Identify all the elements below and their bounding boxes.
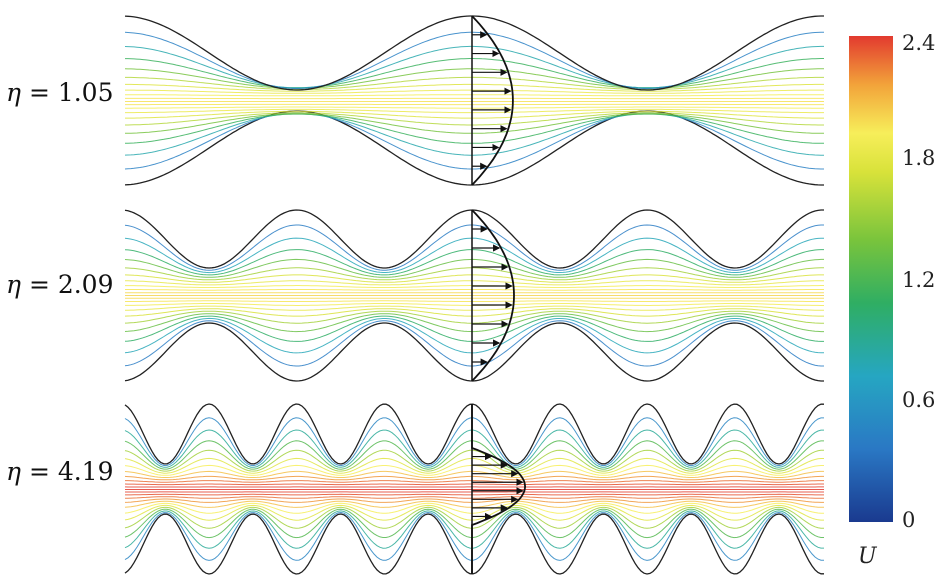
wall-top <box>124 15 824 91</box>
streamline <box>124 112 824 170</box>
streamline <box>124 310 824 324</box>
colorbar-label: U <box>858 544 877 569</box>
streamline <box>124 267 824 281</box>
wall-bottom <box>124 322 824 382</box>
streamline <box>124 508 824 539</box>
streamline <box>124 317 824 354</box>
streamline <box>124 258 824 278</box>
streamline <box>125 289 824 291</box>
streamline <box>125 113 824 134</box>
wall-bottom <box>124 513 824 575</box>
streamline <box>124 440 824 470</box>
streamline <box>124 31 824 90</box>
colorbar-tick-1-2: 1.2 <box>902 268 936 292</box>
streamline <box>124 483 824 486</box>
panels-layer <box>124 15 824 575</box>
streamline <box>124 315 824 342</box>
panel-label-1: η = 1.05 <box>6 78 114 107</box>
streamline <box>125 58 824 89</box>
colorbar <box>849 36 893 522</box>
streamline <box>124 457 824 474</box>
streamline <box>124 45 824 89</box>
streamline <box>124 510 824 549</box>
colorbar-tick-0: 0 <box>902 508 916 532</box>
streamline <box>125 305 824 311</box>
streamline <box>125 89 824 94</box>
colorbar-tick-0-6: 0.6 <box>902 388 936 412</box>
panel-1 <box>124 15 824 186</box>
colorbar-tick-1-8: 1.8 <box>902 146 936 170</box>
streamline <box>125 106 824 109</box>
streamline <box>124 68 824 89</box>
velocity-profile <box>471 209 515 382</box>
streamline <box>124 498 824 503</box>
streamline <box>124 308 824 317</box>
streamline <box>125 94 824 97</box>
streamline <box>125 480 824 483</box>
streamline <box>124 429 824 468</box>
streamline <box>124 224 824 271</box>
streamline <box>125 112 824 126</box>
streamline <box>124 320 824 367</box>
velocity-profile <box>471 404 527 574</box>
panel-3 <box>124 403 824 575</box>
streamline <box>124 449 824 472</box>
wall-top <box>124 403 824 465</box>
streamline <box>125 300 824 302</box>
panel-label-3: η = 4.19 <box>6 457 114 486</box>
streamline <box>124 470 824 478</box>
velocity-profile <box>471 15 514 186</box>
streamline <box>125 108 824 114</box>
streamline <box>124 511 824 561</box>
streamline <box>124 249 824 276</box>
panel-label-2: η = 2.09 <box>6 270 114 299</box>
streamline <box>125 83 824 92</box>
streamline <box>124 113 824 144</box>
streamline <box>125 76 824 91</box>
streamline <box>124 504 824 521</box>
streamline <box>125 280 824 286</box>
streamline <box>124 475 824 481</box>
streamline <box>124 417 824 467</box>
streamline <box>124 496 824 499</box>
streamline <box>124 274 824 283</box>
panel-2 <box>124 209 824 382</box>
streamline <box>125 110 824 119</box>
wall-bottom <box>124 110 824 186</box>
streamline <box>124 502 824 514</box>
wall-top <box>124 209 824 269</box>
streamline <box>124 237 824 274</box>
streamline <box>124 113 824 156</box>
streamline <box>124 313 824 333</box>
streamline <box>124 506 824 529</box>
colorbar-tick-2-4: 2.4 <box>902 31 936 55</box>
streamline <box>125 493 824 496</box>
